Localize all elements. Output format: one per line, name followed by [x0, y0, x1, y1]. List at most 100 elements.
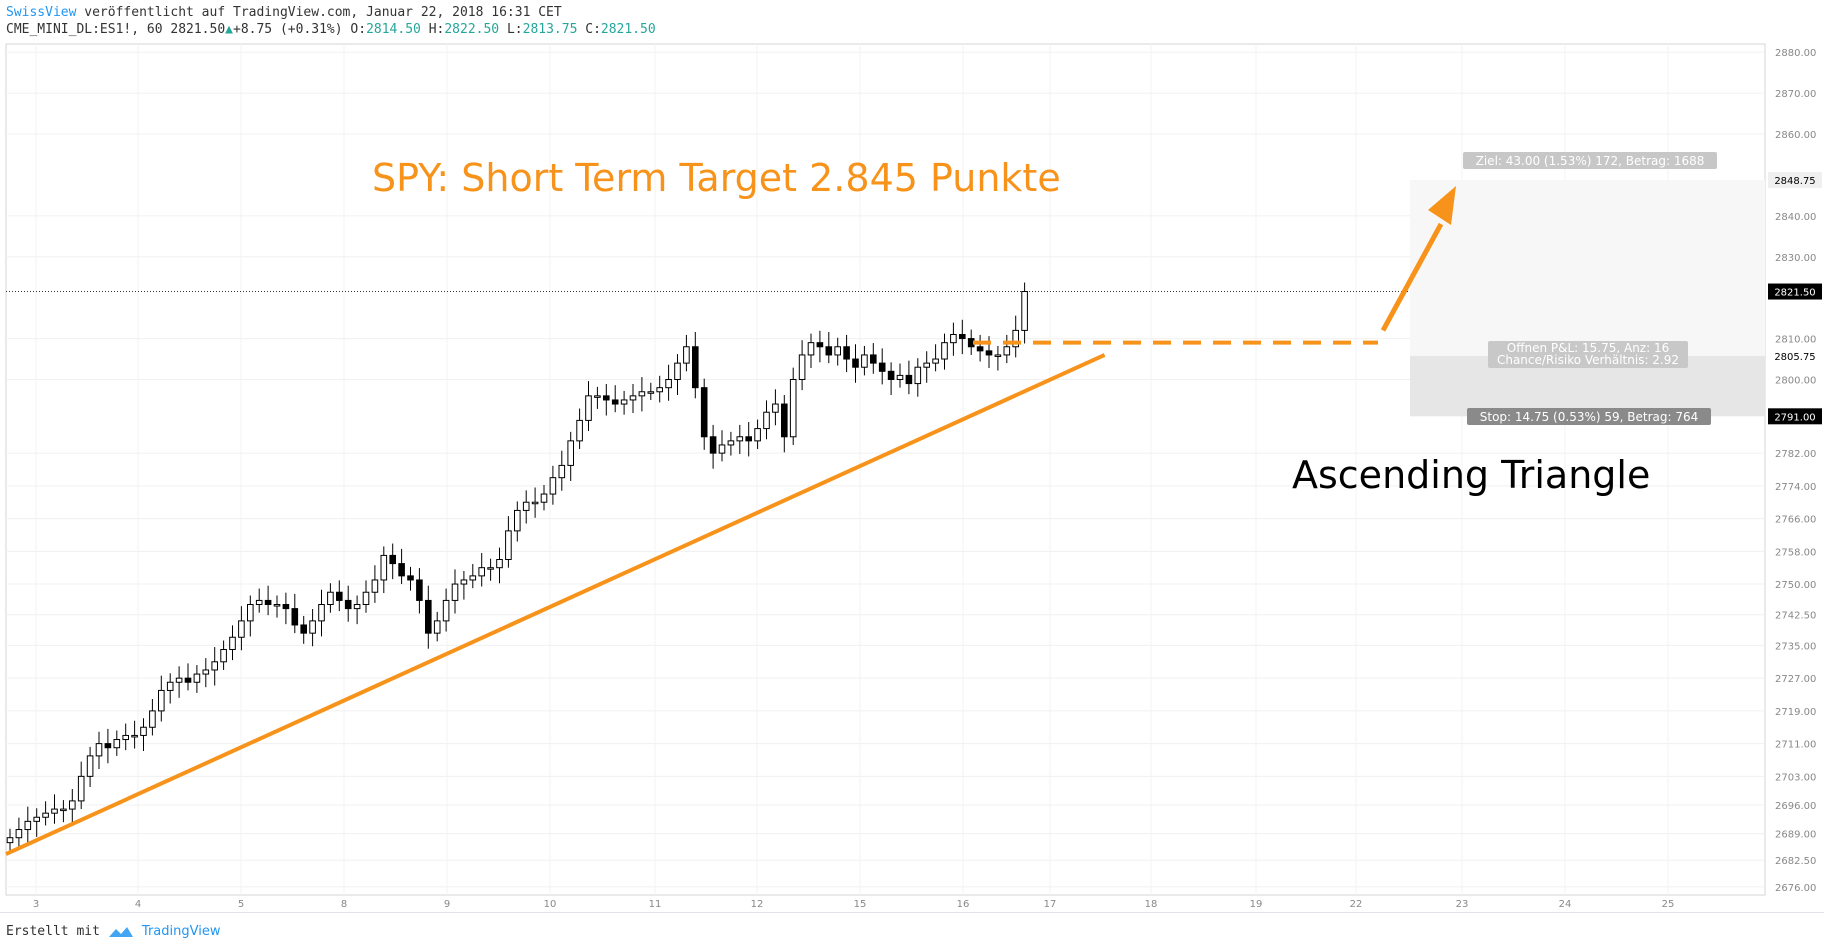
candle-body	[166, 681, 174, 691]
candle-body	[425, 599, 432, 634]
candle-body	[959, 333, 966, 340]
candle-body	[709, 436, 717, 454]
tradingview-brand[interactable]: TradingView	[141, 924, 221, 939]
candle-body	[149, 710, 156, 728]
candle-body	[843, 346, 850, 360]
y-tick-label: 2735.00	[1775, 641, 1816, 652]
candle-body	[469, 575, 477, 581]
candle-body	[362, 591, 370, 606]
candle-body	[620, 399, 628, 405]
x-tick-label: 24	[1559, 899, 1572, 910]
candle-body	[834, 346, 842, 356]
chart-grid	[5, 43, 1766, 896]
chart-footer: Erstellt mit TradingView	[6, 924, 220, 939]
candle-body	[798, 354, 806, 380]
candle-body	[611, 399, 619, 405]
candle-body	[718, 444, 726, 454]
candle-body	[255, 599, 263, 606]
candle-body	[193, 673, 201, 683]
candle-body	[674, 362, 681, 380]
candle-body	[140, 726, 147, 736]
risk-ratio-label: Chance/Risiko Verhältnis: 2.92	[1497, 353, 1679, 367]
y-tick-label: 2830.00	[1775, 253, 1816, 264]
author-name[interactable]: SwissView	[6, 5, 77, 20]
x-tick-label: 8	[341, 899, 347, 910]
x-tick-label: 12	[751, 899, 764, 910]
candle-body	[211, 661, 218, 671]
candle-body	[870, 354, 877, 364]
candle-body	[238, 620, 245, 638]
candle-body	[282, 604, 290, 610]
candle-body	[861, 354, 868, 368]
candle-body	[727, 440, 735, 446]
candle-body	[327, 591, 334, 606]
y-tick-label: 2689.00	[1775, 830, 1816, 841]
candle-body	[896, 374, 904, 380]
candle-body	[914, 366, 922, 385]
candle-body	[594, 395, 601, 398]
chart-header: SwissView veröffentlicht auf TradingView…	[6, 4, 656, 38]
candle-body	[175, 677, 183, 683]
candle-body	[825, 346, 833, 356]
open-label: O:	[350, 22, 367, 37]
symbol-label: CME_MINI_DL:ES1!, 60	[6, 22, 163, 37]
candle-body	[994, 354, 1002, 357]
high-value: 2822.50	[444, 22, 500, 37]
candle-body	[1012, 329, 1020, 348]
stop-label-bg	[1467, 408, 1711, 425]
candle-body	[131, 734, 138, 738]
candle-body	[549, 477, 557, 495]
y-tick-label: 2758.00	[1775, 547, 1816, 558]
high-label: H:	[428, 22, 445, 37]
x-tick-label: 10	[544, 899, 557, 910]
candle-body	[763, 411, 770, 430]
open-value: 2814.50	[366, 22, 421, 37]
stop-price-tag-bg	[1768, 408, 1822, 425]
candle-body	[665, 378, 672, 389]
y-tick-label: 2840.00	[1775, 212, 1816, 223]
candle-body	[656, 387, 664, 393]
target-zone	[1410, 180, 1765, 356]
candles-layer	[6, 282, 1028, 851]
candle-body	[736, 436, 744, 442]
candle-body	[113, 739, 121, 749]
candle-body	[264, 599, 272, 606]
candle-body	[353, 604, 361, 610]
price-chart[interactable]: Ziel: 43.00 (1.53%) 172, Betrag: 1688 Sto…	[0, 0, 1824, 912]
candle-body	[42, 812, 49, 818]
y-tick-label: 2696.00	[1775, 801, 1816, 812]
candle-body	[309, 620, 316, 634]
candle-body	[247, 604, 254, 622]
candle-body	[51, 808, 58, 814]
x-tick-label: 3	[33, 899, 39, 910]
y-tick-label: 2727.00	[1775, 674, 1816, 685]
candle-body	[433, 620, 441, 634]
candle-body	[522, 501, 530, 511]
last-price: 2821.50	[170, 22, 226, 37]
candle-body	[60, 808, 67, 812]
drawings-layer: Ziel: 43.00 (1.53%) 172, Betrag: 1688 Sto…	[5, 152, 1717, 856]
y-tick-label: 2703.00	[1775, 772, 1816, 783]
x-tick-label: 18	[1145, 899, 1158, 910]
candle-body	[505, 530, 512, 561]
candle-body	[460, 579, 468, 585]
tradingview-logo-icon	[108, 926, 133, 937]
candle-body	[184, 677, 192, 683]
candle-body	[745, 436, 753, 442]
target-label: Ziel: 43.00 (1.53%) 172, Betrag: 1688	[1476, 154, 1705, 168]
publish-info: veröffentlicht auf TradingView.com, Janu…	[84, 5, 562, 20]
candle-body	[923, 362, 931, 368]
open-pl-label: Offnen P&L: 15.75, Anz: 16	[1507, 341, 1669, 355]
candle-body	[24, 820, 32, 831]
price-change: +8.75 (+0.31%)	[233, 22, 343, 37]
candle-body	[344, 599, 352, 610]
plot-frame	[5, 43, 1766, 896]
close-value: 2821.50	[600, 22, 656, 37]
candle-body	[932, 358, 939, 364]
candle-body	[950, 333, 957, 344]
candle-body	[122, 734, 130, 741]
x-tick-label: 4	[135, 899, 141, 910]
candle-body	[77, 775, 85, 802]
stop-label: Stop: 14.75 (0.53%) 59, Betrag: 764	[1480, 410, 1699, 424]
y-tick-label: 2719.00	[1775, 707, 1816, 718]
